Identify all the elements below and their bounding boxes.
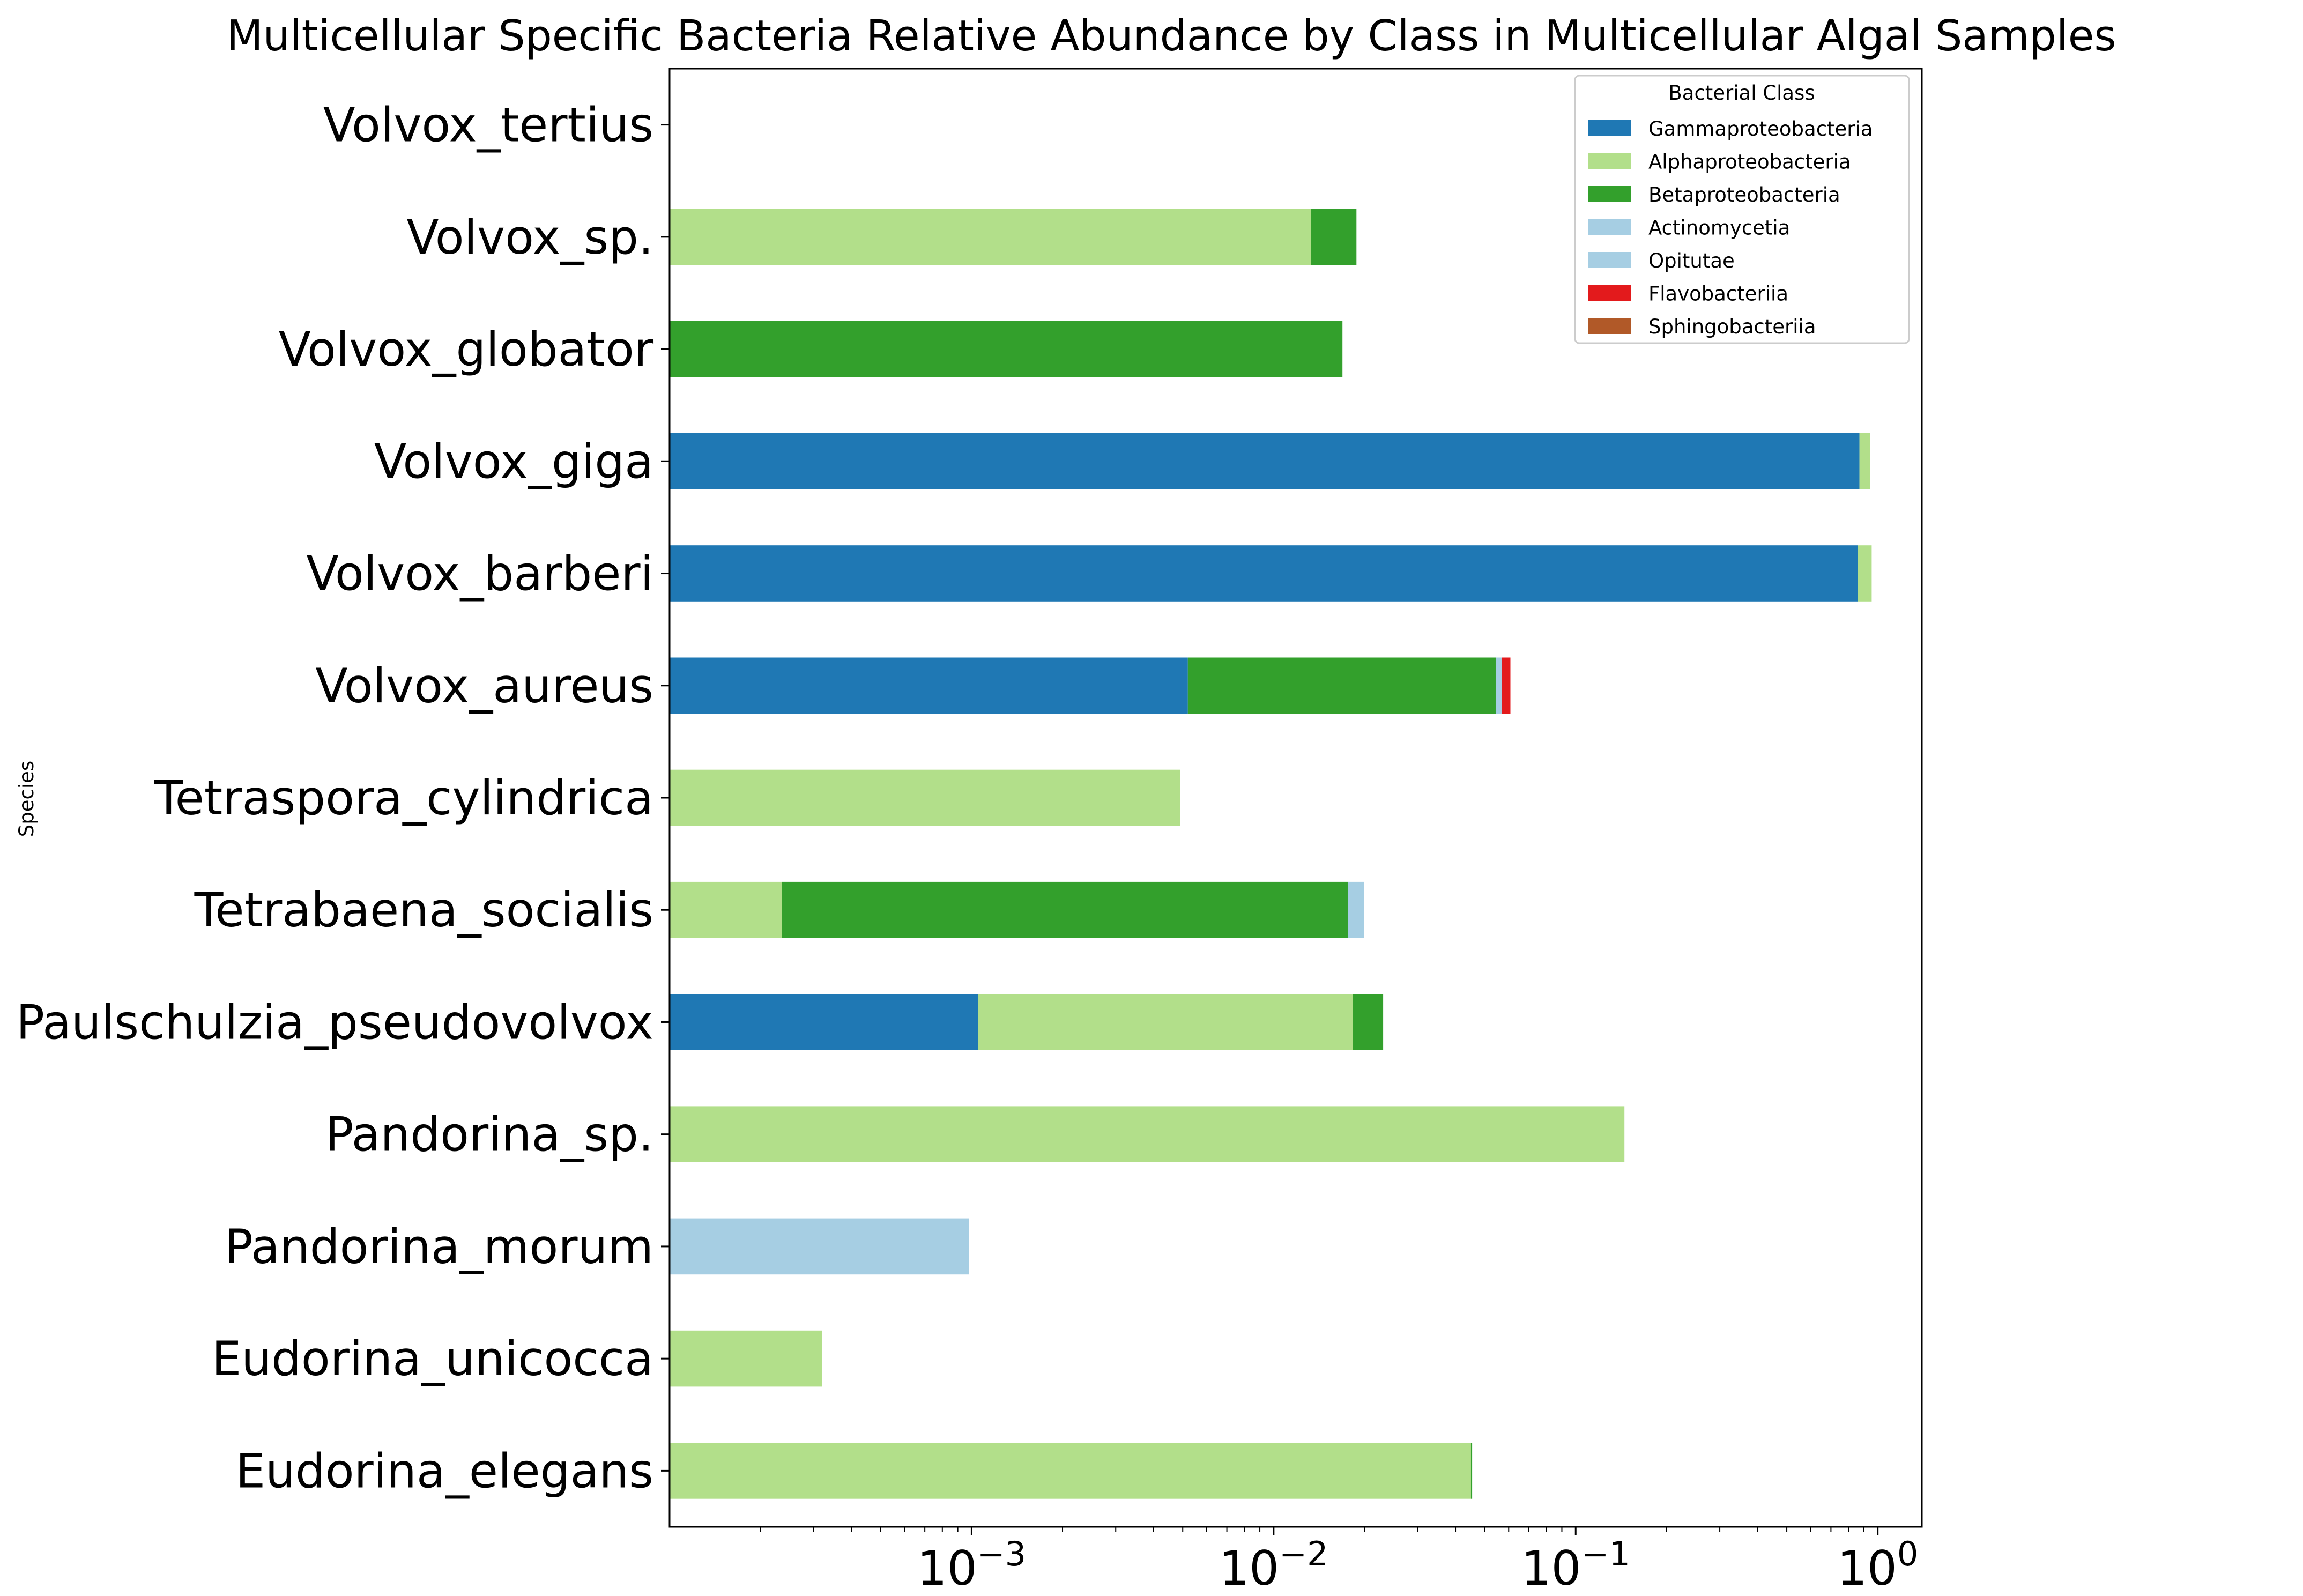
y-tick-label: Eudorina_unicocca	[212, 1331, 653, 1386]
bar-betaproteobacteria-paulschulzia-pseudovolvox	[1353, 994, 1384, 1050]
y-tick-label: Pandorina_sp.	[325, 1107, 653, 1162]
bar-alphaproteobacteria-eudorina-unicocca	[670, 1330, 822, 1387]
y-tick-label: Volvox_giga	[374, 434, 653, 489]
bar-alphaproteobacteria-pandorina-sp-	[670, 1106, 1625, 1162]
legend-title: Bacterial Class	[1668, 81, 1815, 105]
bar-opitutae-pandorina-morum	[670, 1218, 969, 1275]
bar-gammaproteobacteria-volvox-giga	[670, 433, 1860, 489]
legend-label-opitutae: Opitutae	[1648, 249, 1735, 272]
legend: Bacterial Class Gammaproteobacteria Alpha…	[1574, 75, 1910, 344]
legend-label-gammaproteobacteria: Gammaproteobacteria	[1648, 117, 1873, 140]
legend-label-sphingobacteriia: Sphingobacteriia	[1648, 315, 1816, 338]
y-tick-label: Volvox_tertius	[323, 98, 653, 153]
legend-label-betaproteobacteria: Betaproteobacteria	[1648, 183, 1840, 206]
y-tick-label: Tetrabaena_socialis	[194, 882, 653, 938]
legend-swatch-gammaproteobacteria	[1588, 120, 1631, 136]
y-ticks: Eudorina_elegans Eudorina_unicocca Pandori…	[16, 98, 670, 1498]
bar-alphaproteobacteria-volvox-sp-	[670, 209, 1311, 265]
bar-alphaproteobacteria-eudorina-elegans	[670, 1443, 1471, 1499]
bar-flavobacteriia-volvox-aureus	[1502, 657, 1511, 714]
x-tick-label: 10−1	[1521, 1534, 1630, 1596]
bar-betaproteobacteria-volvox-globator	[670, 321, 1343, 377]
bar-actinomycetia-tetrabaena-socialis	[1348, 881, 1364, 938]
y-tick-label: Eudorina_elegans	[235, 1443, 653, 1498]
x-ticks: 10−3 10−2 10−1 100	[760, 1527, 1918, 1596]
legend-label-alphaproteobacteria: Alphaproteobacteria	[1648, 151, 1851, 174]
x-tick-label: 10−2	[1219, 1534, 1328, 1596]
legend-label-flavobacteriia: Flavobacteriia	[1648, 283, 1788, 306]
legend-swatch-betaproteobacteria	[1588, 186, 1631, 202]
legend-swatch-alphaproteobacteria	[1588, 153, 1631, 169]
bar-alphaproteobacteria-volvox-giga	[1859, 433, 1870, 489]
y-tick-label: Tetraspora_cylindrica	[154, 770, 653, 826]
legend-label-actinomycetia: Actinomycetia	[1648, 217, 1790, 240]
legend-swatch-actinomycetia	[1588, 219, 1631, 235]
y-tick-label: Volvox_globator	[279, 322, 654, 377]
y-tick-label: Volvox_barberi	[306, 546, 653, 602]
bar-gammaproteobacteria-paulschulzia-pseudovolvox	[670, 994, 978, 1050]
y-tick-label: Pandorina_morum	[225, 1219, 653, 1274]
y-tick-label: Paulschulzia_pseudovolvox	[16, 994, 653, 1050]
bar-betaproteobacteria-eudorina-elegans	[1470, 1443, 1473, 1499]
bar-alphaproteobacteria-tetraspora-cylindrica	[670, 769, 1180, 826]
legend-frame	[1574, 75, 1910, 344]
bar-betaproteobacteria-volvox-aureus	[1187, 657, 1496, 714]
plot-frame	[668, 68, 1923, 1528]
y-axis-label: Species	[15, 761, 38, 837]
legend-swatch-sphingobacteriia	[1588, 318, 1631, 334]
bar-alphaproteobacteria-volvox-barberi	[1858, 545, 1872, 602]
bar-gammaproteobacteria-volvox-barberi	[670, 545, 1858, 602]
bar-gammaproteobacteria-volvox-aureus	[670, 657, 1188, 714]
bar-alphaproteobacteria-tetrabaena-socialis	[670, 881, 782, 938]
bar-betaproteobacteria-volvox-sp-	[1311, 209, 1357, 265]
legend-swatch-opitutae	[1588, 252, 1631, 268]
legend-swatch-flavobacteriia	[1588, 285, 1631, 301]
y-tick-label: Volvox_aureus	[315, 658, 653, 714]
x-tick-label: 100	[1837, 1534, 1918, 1596]
bar-alphaproteobacteria-paulschulzia-pseudovolvox	[978, 994, 1353, 1050]
chart-title: Multicellular Specific Bacteria Relative…	[226, 11, 2116, 61]
bars-layer	[670, 209, 1872, 1499]
y-tick-label: Volvox_sp.	[406, 210, 653, 265]
x-tick-label: 10−3	[917, 1534, 1026, 1596]
bar-actinomycetia-volvox-aureus	[1496, 657, 1502, 714]
bar-betaproteobacteria-tetrabaena-socialis	[782, 881, 1348, 938]
